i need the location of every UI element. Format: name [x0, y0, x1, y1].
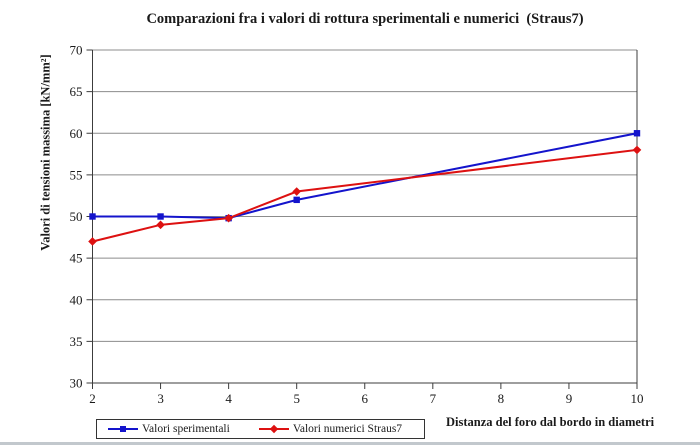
- series-line-0: [92, 132, 638, 220]
- y-tick-label-60: 60: [70, 126, 83, 141]
- series-1-marker-diamond: [632, 145, 642, 155]
- x-tick-label-2: 2: [89, 391, 96, 406]
- y-tick-label-50: 50: [70, 209, 83, 224]
- legend-item-valori-sperimentali: Valori sperimentali: [108, 423, 230, 435]
- y-tick-label-45: 45: [70, 251, 83, 266]
- x-tick-label-5: 5: [293, 391, 300, 406]
- x-tick-label-4: 4: [225, 391, 232, 406]
- legend-label: Valori numerici Straus7: [292, 423, 403, 435]
- x-tick-label-3: 3: [157, 391, 164, 406]
- series-0-marker-square: [157, 213, 164, 220]
- legend-square-marker-icon: [108, 426, 138, 432]
- x-tick-label-9: 9: [566, 391, 573, 406]
- legend-item-valori-numerici-straus7: Valori numerici Straus7: [258, 423, 403, 435]
- series-line-1: [92, 148, 638, 243]
- y-tick-label-30: 30: [70, 376, 83, 391]
- y-tick-label-65: 65: [70, 84, 83, 99]
- legend-label: Valori sperimentali: [142, 423, 230, 435]
- series-1-marker-diamond: [292, 187, 301, 196]
- chart-title: Comparazioni fra i valori di rottura spe…: [146, 11, 584, 27]
- legend-diamond-marker-icon: [258, 424, 289, 434]
- legend-marker-slot: [258, 424, 289, 434]
- series-1-marker-diamond: [156, 220, 165, 230]
- y-tick-label-40: 40: [70, 292, 83, 307]
- legend-marker-slot: [108, 424, 138, 434]
- y-tick-label-35: 35: [70, 334, 83, 349]
- x-tick-label-10: 10: [631, 391, 644, 406]
- series-1-marker-diamond: [224, 213, 233, 223]
- series-0-marker-square: [293, 196, 300, 204]
- series-0-marker-square: [633, 130, 641, 137]
- x-axis-title: Distanza del foro dal bordo in diametri: [446, 415, 655, 429]
- series-0-marker-square: [89, 213, 96, 220]
- y-tick-label-70: 70: [70, 43, 83, 58]
- x-tick-label-6: 6: [362, 391, 369, 406]
- y-tick-label-55: 55: [70, 167, 83, 182]
- x-tick-label-7: 7: [430, 391, 437, 406]
- x-tick-label-8: 8: [498, 391, 505, 406]
- bottom-edge: [0, 442, 700, 445]
- legend: Valori sperimentali Valori numerici Stra…: [96, 419, 425, 439]
- series-1-marker-diamond: [88, 237, 97, 246]
